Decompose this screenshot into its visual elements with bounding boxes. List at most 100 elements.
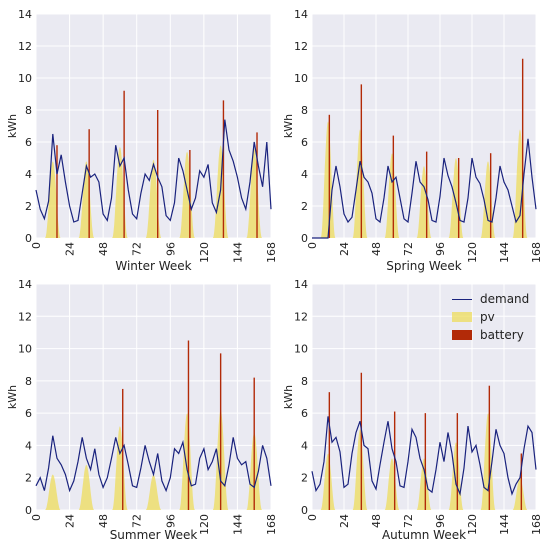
pv-area <box>480 413 496 510</box>
x-tick-label: 0 <box>30 514 43 521</box>
x-tick-label: 168 <box>265 242 278 263</box>
pv-area <box>78 464 95 510</box>
x-tick-label: 144 <box>231 242 244 263</box>
panel-title: Summer Week <box>110 528 198 542</box>
x-tick-label: 48 <box>97 242 110 256</box>
pv-area <box>78 161 95 238</box>
y-tick-label: 12 <box>18 310 32 323</box>
x-tick-label: 96 <box>164 514 177 528</box>
y-tick-label: 2 <box>301 200 308 213</box>
y-tick-label: 12 <box>294 40 308 53</box>
demand-line <box>311 416 537 497</box>
y-tick-label: 10 <box>294 72 308 85</box>
x-tick-label: 168 <box>530 242 543 263</box>
x-tick-label: 120 <box>198 514 211 535</box>
y-tick-label: 14 <box>294 278 308 291</box>
y-axis-label: kWh <box>6 114 19 138</box>
x-tick-label: 144 <box>498 514 511 535</box>
y-tick-label: 14 <box>18 278 32 291</box>
pv-area <box>112 426 128 510</box>
x-tick-label: 168 <box>265 514 278 535</box>
y-tick-label: 6 <box>301 407 308 420</box>
y-tick-label: 0 <box>301 504 308 517</box>
battery-swatch <box>452 330 472 340</box>
x-tick-label: 0 <box>30 242 43 249</box>
y-tick-label: 8 <box>301 104 308 117</box>
y-tick-label: 0 <box>25 504 32 517</box>
pv-area <box>384 153 400 238</box>
y-tick-label: 8 <box>25 375 32 388</box>
y-tick-label: 0 <box>25 232 32 245</box>
y-tick-label: 6 <box>301 136 308 149</box>
y-tick-label: 2 <box>25 200 32 213</box>
demand-swatch <box>452 298 472 300</box>
x-tick-label: 96 <box>164 242 177 256</box>
y-tick-label: 12 <box>294 310 308 323</box>
y-axis-label: kWh <box>282 385 295 409</box>
panel-title: Autumn Week <box>382 528 466 542</box>
y-tick-label: 14 <box>18 8 32 21</box>
x-tick-label: 96 <box>434 514 447 528</box>
legend-item-pv: pv <box>452 308 529 326</box>
demand-line <box>35 119 272 223</box>
pv-area <box>246 148 262 238</box>
x-tick-label: 120 <box>466 514 479 535</box>
pv-area <box>512 129 528 238</box>
x-tick-label: 72 <box>402 242 415 256</box>
x-tick-label: 168 <box>530 514 543 535</box>
x-tick-label: 120 <box>198 242 211 263</box>
demand-line <box>35 435 272 493</box>
x-tick-label: 24 <box>64 514 77 528</box>
y-axis-label: kWh <box>6 385 19 409</box>
panel-title: Spring Week <box>386 259 461 273</box>
x-tick-label: 72 <box>131 242 144 256</box>
x-tick-label: 24 <box>338 242 351 256</box>
pv-area <box>320 121 336 238</box>
pv-area <box>179 151 195 238</box>
y-tick-label: 2 <box>25 472 32 485</box>
y-tick-label: 10 <box>294 343 308 356</box>
x-tick-label: 120 <box>466 242 479 263</box>
x-tick-label: 72 <box>402 514 415 528</box>
x-tick-label: 144 <box>498 242 511 263</box>
y-tick-label: 0 <box>301 232 308 245</box>
panel-title: Winter Week <box>115 259 191 273</box>
y-tick-label: 10 <box>18 72 32 85</box>
pv-area <box>352 429 368 510</box>
y-tick-label: 14 <box>294 8 308 21</box>
x-tick-label: 0 <box>306 242 319 249</box>
legend-item-battery: battery <box>452 326 529 344</box>
x-tick-label: 0 <box>306 514 319 521</box>
legend-label-battery: battery <box>480 328 524 342</box>
y-tick-label: 10 <box>18 343 32 356</box>
pv-area <box>416 458 432 510</box>
y-tick-label: 2 <box>301 472 308 485</box>
y-tick-label: 4 <box>301 168 308 181</box>
y-axis-label: kWh <box>282 114 295 138</box>
y-tick-label: 12 <box>18 40 32 53</box>
legend: demand pv battery <box>452 290 529 344</box>
pv-swatch <box>452 312 472 322</box>
y-tick-label: 6 <box>25 407 32 420</box>
x-tick-label: 24 <box>64 242 77 256</box>
x-tick-label: 48 <box>97 514 110 528</box>
legend-label-pv: pv <box>480 310 495 324</box>
demand-line <box>312 138 537 239</box>
pv-area <box>480 161 496 238</box>
y-tick-label: 8 <box>25 104 32 117</box>
pv-area <box>384 458 400 510</box>
x-tick-label: 144 <box>231 514 244 535</box>
y-tick-label: 4 <box>25 168 32 181</box>
y-tick-label: 4 <box>25 439 32 452</box>
pv-area <box>416 166 432 238</box>
x-tick-label: 96 <box>434 242 447 256</box>
y-tick-label: 4 <box>301 439 308 452</box>
pv-area <box>145 474 162 510</box>
y-tick-label: 6 <box>25 136 32 149</box>
x-tick-label: 48 <box>370 242 383 256</box>
